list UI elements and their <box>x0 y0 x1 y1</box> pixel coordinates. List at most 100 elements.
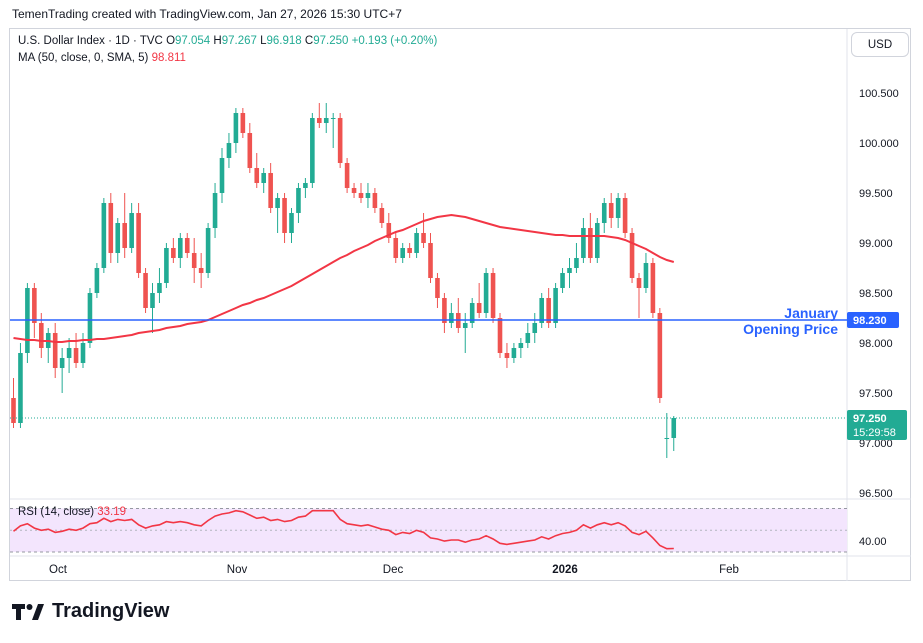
candle-body[interactable] <box>80 343 86 363</box>
candle-body[interactable] <box>337 118 343 163</box>
candle-body[interactable] <box>372 193 378 208</box>
symbol-name[interactable]: U.S. Dollar Index · 1D · TVC <box>18 35 163 47</box>
candle-body[interactable] <box>330 118 336 119</box>
candle-body[interactable] <box>650 263 656 313</box>
candle-body[interactable] <box>191 253 197 268</box>
rsi-label[interactable]: RSI (14, close) <box>18 506 95 518</box>
ma-label[interactable]: MA (50, close, 0, SMA, 5) <box>18 52 149 64</box>
candle-body[interactable] <box>532 323 538 333</box>
candle-body[interactable] <box>581 228 586 258</box>
candle-body[interactable] <box>560 273 565 288</box>
candle-body[interactable] <box>657 313 663 398</box>
symbol-legend[interactable]: U.S. Dollar Index · 1D · TVC O97.054 H97… <box>18 35 437 47</box>
candle-body[interactable] <box>553 288 558 323</box>
candle-body[interactable] <box>108 203 114 253</box>
ma-legend[interactable]: MA (50, close, 0, SMA, 5) 98.811 <box>18 52 186 64</box>
candle-body[interactable] <box>129 213 134 248</box>
candle-body[interactable] <box>546 298 551 323</box>
candle-body[interactable] <box>518 343 524 348</box>
candle-body[interactable] <box>595 223 600 258</box>
candle-body[interactable] <box>282 198 287 233</box>
candle-body[interactable] <box>428 243 433 278</box>
candle-body[interactable] <box>601 203 607 223</box>
candle-body[interactable] <box>539 298 544 323</box>
candle-body[interactable] <box>101 203 107 268</box>
candle-body[interactable] <box>66 348 72 358</box>
candle-body[interactable] <box>379 208 385 223</box>
candle-body[interactable] <box>629 233 635 278</box>
candle-body[interactable] <box>303 183 308 188</box>
candle-body[interactable] <box>386 223 392 238</box>
candle-body[interactable] <box>59 358 65 368</box>
candle-body[interactable] <box>636 278 642 288</box>
candle-body[interactable] <box>462 323 468 328</box>
candle-body[interactable] <box>150 293 155 308</box>
candle-body[interactable] <box>178 238 183 258</box>
candle-body[interactable] <box>414 233 419 253</box>
candle-body[interactable] <box>94 268 100 293</box>
candle-body[interactable] <box>442 298 447 323</box>
candle-body[interactable] <box>608 203 614 218</box>
candle-body[interactable] <box>171 248 176 258</box>
candle-body[interactable] <box>219 158 225 193</box>
rsi-legend[interactable]: RSI (14, close) 33.19 <box>18 506 126 518</box>
candle-body[interactable] <box>393 238 399 258</box>
candle-body[interactable] <box>351 188 357 193</box>
candle-body[interactable] <box>511 348 517 358</box>
candle-body[interactable] <box>289 213 294 233</box>
candle-body[interactable] <box>497 318 503 353</box>
tradingview-logo[interactable]: TradingView <box>12 600 169 623</box>
candle-body[interactable] <box>664 438 670 439</box>
candle-body[interactable] <box>622 198 628 233</box>
candle-body[interactable] <box>198 268 204 273</box>
candle-body[interactable] <box>643 263 649 288</box>
candle-body[interactable] <box>52 333 58 368</box>
candle-body[interactable] <box>32 288 37 323</box>
candle-body[interactable] <box>268 173 273 208</box>
candle-body[interactable] <box>476 303 482 313</box>
candle-body[interactable] <box>261 173 266 183</box>
candle-body[interactable] <box>323 118 329 123</box>
candle-body[interactable] <box>164 248 169 283</box>
candle-body[interactable] <box>157 283 162 293</box>
candle-body[interactable] <box>504 353 510 358</box>
candle-body[interactable] <box>143 273 148 308</box>
candle-body[interactable] <box>233 113 239 143</box>
candle-body[interactable] <box>136 213 141 273</box>
candle-body[interactable] <box>358 193 364 198</box>
moving-average-line[interactable] <box>13 213 675 343</box>
candle-body[interactable] <box>421 233 426 243</box>
candle-body[interactable] <box>574 258 579 268</box>
candle-body[interactable] <box>122 223 127 248</box>
candle-body[interactable] <box>449 313 454 323</box>
candle-body[interactable] <box>205 228 211 273</box>
candle-body[interactable] <box>240 113 246 133</box>
candle-body[interactable] <box>115 223 121 253</box>
candle-body[interactable] <box>226 143 232 158</box>
candle-body[interactable] <box>615 198 621 218</box>
candle-body[interactable] <box>275 198 280 208</box>
candle-body[interactable] <box>73 348 79 363</box>
candle-body[interactable] <box>588 228 593 258</box>
currency-button[interactable]: USD <box>851 32 909 57</box>
candle-body[interactable] <box>212 193 218 228</box>
candle-body[interactable] <box>344 163 350 188</box>
rsi-line[interactable] <box>13 509 674 550</box>
candle-body[interactable] <box>39 323 44 348</box>
candle-body[interactable] <box>18 353 23 423</box>
candle-body[interactable] <box>317 118 322 123</box>
candle-body[interactable] <box>567 268 572 273</box>
candle-body[interactable] <box>254 168 260 183</box>
candle-body[interactable] <box>310 118 315 183</box>
candle-body[interactable] <box>407 248 412 253</box>
candle-body[interactable] <box>483 273 489 313</box>
candle-body[interactable] <box>87 293 93 343</box>
candle-body[interactable] <box>11 398 16 423</box>
candle-body[interactable] <box>469 303 475 323</box>
candle-body[interactable] <box>525 333 531 343</box>
candle-body[interactable] <box>365 193 371 198</box>
candle-body[interactable] <box>296 188 301 213</box>
candle-body[interactable] <box>490 273 496 318</box>
candle-body[interactable] <box>400 248 405 258</box>
